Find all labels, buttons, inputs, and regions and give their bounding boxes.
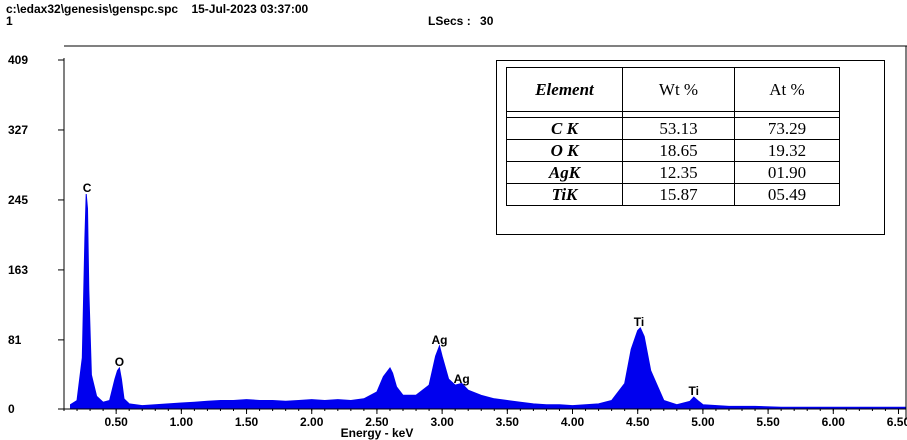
peak-label-ag: Ag xyxy=(454,372,470,386)
element-cell: C K xyxy=(506,117,623,140)
y-tick-label: 81 xyxy=(8,333,22,347)
x-tick-label: 0.50 xyxy=(104,415,128,429)
y-axis: 0 81 163 245 327 409 xyxy=(8,53,65,416)
at-cell: 05.49 xyxy=(734,183,840,206)
peak-labels: C O Ag Ag Ti Ti xyxy=(83,181,699,398)
x-tick-label: 5.50 xyxy=(756,415,780,429)
live-seconds: LSecs : 30 xyxy=(428,14,493,28)
element-cell: TiK xyxy=(506,183,623,206)
quantification-panel: Element Wt % At % C K 53.13 73.29 O K 18… xyxy=(496,60,885,235)
y-tick-label: 327 xyxy=(8,123,28,137)
peak-label-ti: Ti xyxy=(634,315,644,329)
x-tick-label: 1.50 xyxy=(235,415,259,429)
spectrum-area xyxy=(69,193,906,410)
table-row: AgK 12.35 01.90 xyxy=(506,161,840,184)
peak-label-ti: Ti xyxy=(689,384,699,398)
x-tick-label: 4.00 xyxy=(561,415,585,429)
file-path: c:\edax32\genesis\genspc.spc xyxy=(6,2,179,16)
table-row: TiK 15.87 05.49 xyxy=(506,183,840,206)
peak-label-ag: Ag xyxy=(432,333,448,347)
at-cell: 19.32 xyxy=(734,139,840,162)
x-axis: 0.50 1.00 1.50 2.00 2.50 3.00 3.50 4.00 4.50 5.00… xyxy=(63,408,907,429)
file-header: c:\edax32\genesis\genspc.spc 15-Jul-2023… xyxy=(6,2,308,16)
x-tick-label: 6.50 xyxy=(887,415,907,429)
x-tick-label: 3.50 xyxy=(496,415,520,429)
x-tick-label: 3.00 xyxy=(430,415,454,429)
x-tick-label: 2.00 xyxy=(300,415,324,429)
element-cell: O K xyxy=(506,139,623,162)
x-axis-title: Energy - keV xyxy=(341,426,414,440)
spectrum-series xyxy=(69,193,906,410)
lsecs-label: LSecs : xyxy=(428,14,471,28)
y-tick-label: 0 xyxy=(8,402,15,416)
x-tick-label: 1.00 xyxy=(170,415,194,429)
plot-frame xyxy=(64,45,907,420)
table-row: O K 18.65 19.32 xyxy=(506,139,840,162)
at-cell: 01.90 xyxy=(734,161,840,184)
peak-label-c: C xyxy=(83,181,92,195)
wt-cell: 15.87 xyxy=(622,183,735,206)
peak-label-o: O xyxy=(115,355,124,369)
x-tick-label: 4.50 xyxy=(626,415,650,429)
lsecs-value: 30 xyxy=(480,14,494,28)
spectrum-number: 1 xyxy=(6,14,13,28)
y-tick-label: 163 xyxy=(8,263,28,277)
x-tick-label: 2.50 xyxy=(365,415,389,429)
table-row: C K 53.13 73.29 xyxy=(506,117,840,140)
acquisition-datetime: 15-Jul-2023 03:37:00 xyxy=(191,2,309,16)
table-header-row: Element Wt % At % xyxy=(506,67,840,112)
x-tick-label: 6.00 xyxy=(822,415,846,429)
column-header-element: Element xyxy=(506,67,623,112)
element-cell: AgK xyxy=(506,161,623,184)
wt-cell: 53.13 xyxy=(622,117,735,140)
y-tick-label: 245 xyxy=(8,193,28,207)
column-header-wt: Wt % xyxy=(622,67,735,112)
wt-cell: 12.35 xyxy=(622,161,735,184)
at-cell: 73.29 xyxy=(734,117,840,140)
quantification-table: Element Wt % At % C K 53.13 73.29 O K 18… xyxy=(506,67,840,206)
wt-cell: 18.65 xyxy=(622,139,735,162)
y-tick-label: 409 xyxy=(8,53,28,67)
column-header-at: At % xyxy=(734,67,840,112)
x-tick-label: 5.00 xyxy=(691,415,715,429)
